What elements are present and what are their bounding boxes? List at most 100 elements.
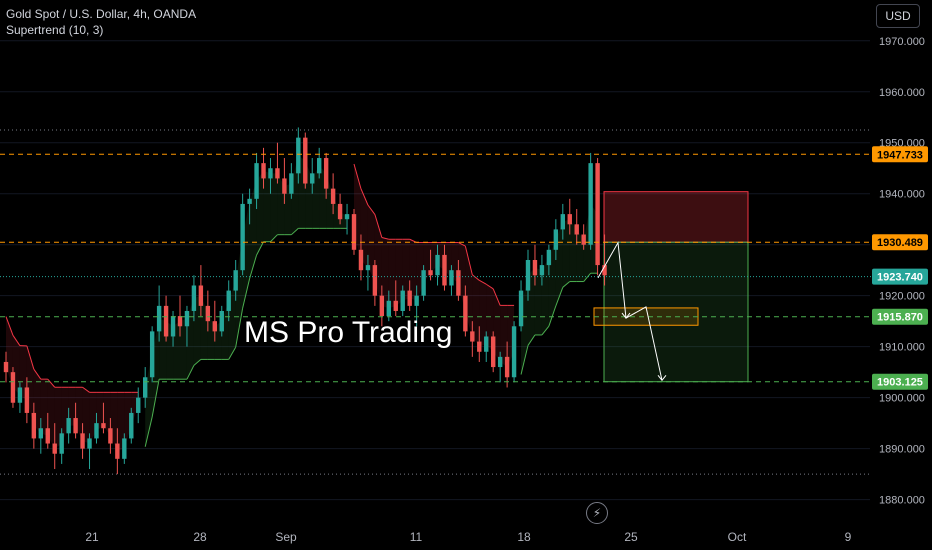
price-label-bg xyxy=(872,308,928,325)
candle-body xyxy=(310,173,315,184)
candle-body xyxy=(45,428,50,444)
currency-button[interactable]: USD xyxy=(876,4,920,28)
supertrend-segment xyxy=(193,359,202,366)
candle-body xyxy=(602,265,607,276)
price-label: 1915.870 xyxy=(872,308,928,325)
candle-body xyxy=(163,305,169,337)
x-tick-label: Sep xyxy=(275,530,297,544)
supertrend-fill-segment xyxy=(360,188,368,268)
candle-body xyxy=(477,341,482,352)
candle-body xyxy=(282,178,287,194)
candle-body xyxy=(31,412,37,439)
candle-body xyxy=(337,203,343,220)
supertrend-fill-segment xyxy=(388,239,396,309)
candle-body xyxy=(484,336,489,352)
y-tick-label: 1880.000 xyxy=(879,495,925,507)
candle-body xyxy=(553,229,559,250)
candle-body xyxy=(491,336,496,368)
price-label-bg xyxy=(872,268,928,285)
candle-body xyxy=(191,285,197,311)
candle-body xyxy=(254,163,259,199)
supertrend-fill-segment xyxy=(472,274,480,347)
supertrend-fill-segment xyxy=(409,239,417,301)
supertrend-fill-segment xyxy=(284,183,292,235)
y-axis: 1880.000 1890.000 1900.000 1910.000 1920.000… xyxy=(879,36,925,507)
candle-body xyxy=(435,254,440,276)
supertrend-segment xyxy=(249,255,258,279)
candle-body xyxy=(149,331,155,378)
projected-path xyxy=(597,241,667,382)
symbol-title[interactable]: Gold Spot / U.S. Dollar, 4h, OANDA xyxy=(6,7,197,21)
candle-body xyxy=(233,270,238,291)
supertrend-fill-segment xyxy=(193,295,201,366)
supertrend-fill-segment xyxy=(117,392,125,452)
x-tick-label: 25 xyxy=(624,530,638,544)
supertrend-fill-segment xyxy=(333,196,341,229)
supertrend-lines xyxy=(5,163,598,447)
candle-body xyxy=(275,168,280,179)
supertrend-segment xyxy=(583,272,592,282)
lightning-bolt-icon[interactable]: ⚡ xyxy=(586,502,608,524)
candle-body xyxy=(532,260,538,276)
candle-body xyxy=(581,234,586,245)
x-tick-label: 18 xyxy=(517,530,531,544)
candle-body xyxy=(261,163,266,179)
supertrend-fill-segment xyxy=(54,387,62,449)
x-tick-label: 11 xyxy=(410,530,423,544)
supertrend-segment xyxy=(12,335,21,346)
candle-body xyxy=(504,356,510,378)
candle-body xyxy=(351,214,357,250)
candle-body xyxy=(184,310,190,327)
candle-body xyxy=(17,387,23,403)
x-tick-label: 9 xyxy=(845,530,852,544)
supertrend-fill-segment xyxy=(381,237,389,309)
candle-body xyxy=(240,203,245,271)
candle-body xyxy=(372,265,378,296)
supertrend-segment xyxy=(548,305,557,327)
price-label-text: 1923.740 xyxy=(877,272,923,284)
candle-body xyxy=(588,163,593,245)
candle-body xyxy=(414,295,419,306)
supertrend-fill-segment xyxy=(395,239,403,306)
candle-body xyxy=(497,356,503,368)
supertrend-segment xyxy=(472,274,480,281)
supertrend-fill-segment xyxy=(180,318,187,380)
supertrend-segment xyxy=(82,386,90,393)
candle-body xyxy=(393,300,398,311)
candle-body xyxy=(595,163,600,266)
candle-body xyxy=(421,270,426,296)
candle-body xyxy=(303,137,308,184)
candle-body xyxy=(143,377,148,398)
supertrend-fill-segment xyxy=(562,219,570,288)
supertrend-fill-segment xyxy=(124,392,132,449)
supertrend-fill-segment xyxy=(68,387,76,426)
candle-body xyxy=(10,372,16,403)
y-tick-label: 1890.000 xyxy=(879,444,925,456)
candle-body xyxy=(156,305,162,332)
supertrend-fill-segment xyxy=(263,170,271,242)
supertrend-fill-segment xyxy=(270,173,278,242)
candle-body xyxy=(205,305,211,322)
supertrend-segment xyxy=(256,241,264,256)
supertrend-fill-segment xyxy=(19,345,27,401)
candle-body xyxy=(87,438,92,449)
candle-body xyxy=(386,300,391,317)
candle-body xyxy=(442,254,447,286)
supertrend-fill-segment xyxy=(534,267,542,335)
candle-body xyxy=(94,423,99,439)
supertrend-segment xyxy=(186,365,195,380)
supertrend-segment xyxy=(562,281,571,288)
supertrend-segment xyxy=(26,345,35,370)
indicator-label[interactable]: Supertrend (10, 3) xyxy=(6,23,104,37)
trade-zones xyxy=(593,191,749,383)
candle-body xyxy=(400,290,405,311)
candle-body xyxy=(226,290,231,311)
y-tick-label: 1900.000 xyxy=(879,393,925,405)
supertrend-segment xyxy=(479,279,487,285)
x-tick-label: Oct xyxy=(728,530,747,544)
x-tick-label: 28 xyxy=(193,530,207,544)
y-tick-label: 1910.000 xyxy=(879,342,925,354)
candle-body xyxy=(59,433,64,454)
candle-body xyxy=(115,443,120,459)
